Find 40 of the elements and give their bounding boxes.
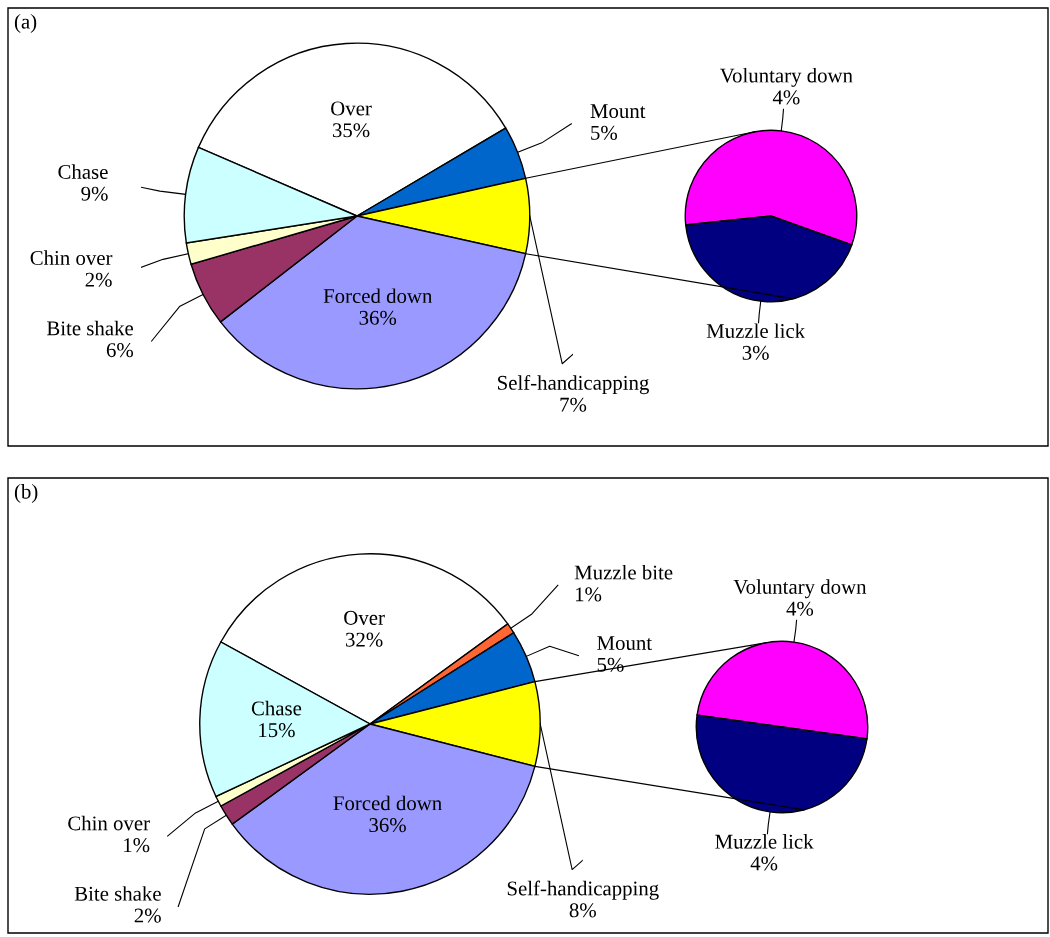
slice-label: Muzzle bite: [574, 564, 673, 580]
slice-label: Chase: [58, 164, 108, 179]
slice-label: Voluntary down: [719, 67, 853, 87]
slice-label: Voluntary down: [733, 579, 867, 599]
slice-label: Mount: [590, 104, 646, 119]
slice-label: Chin over: [68, 815, 150, 831]
data-label: 1%: [124, 838, 150, 853]
slice-label: Bite shake: [74, 886, 161, 901]
chart-title: (a): [14, 14, 37, 33]
data-label: 5%: [591, 125, 618, 140]
slice-label: Muzzle lick: [715, 834, 814, 849]
slice-label: Self-handicapping: [498, 374, 649, 395]
data-label: 35%: [332, 123, 370, 138]
slice-label: Over: [344, 610, 385, 625]
data-label: 2%: [85, 272, 112, 287]
data-label: 7%: [560, 397, 587, 412]
slice-label: Forced down: [323, 288, 433, 304]
data-label: 32%: [346, 632, 383, 647]
slice-label: Mount: [597, 636, 652, 650]
data-label: 1%: [576, 587, 602, 602]
data-label: 4%: [786, 601, 814, 616]
data-label: 3%: [742, 345, 769, 360]
data-label: 5%: [597, 657, 624, 672]
slice-label: Muzzle lick: [706, 323, 806, 339]
data-label: 9%: [81, 186, 108, 201]
slice-label: Chase: [251, 700, 302, 716]
data-label: 36%: [359, 310, 397, 325]
slice-label: Over: [331, 101, 372, 116]
slice-label: Bite shake: [46, 320, 134, 336]
chart-title: (b): [14, 484, 38, 503]
data-label: 4%: [772, 90, 800, 105]
data-label: 15%: [259, 723, 295, 738]
slice-label: Forced down: [333, 795, 442, 811]
slice-label: Self-handicapping: [507, 880, 659, 900]
data-label: 36%: [369, 818, 406, 833]
data-label: 8%: [569, 903, 596, 918]
data-label: 2%: [134, 908, 161, 923]
data-label: 4%: [750, 856, 778, 871]
data-label: 6%: [106, 343, 134, 358]
slice-label: Chin over: [30, 250, 113, 265]
